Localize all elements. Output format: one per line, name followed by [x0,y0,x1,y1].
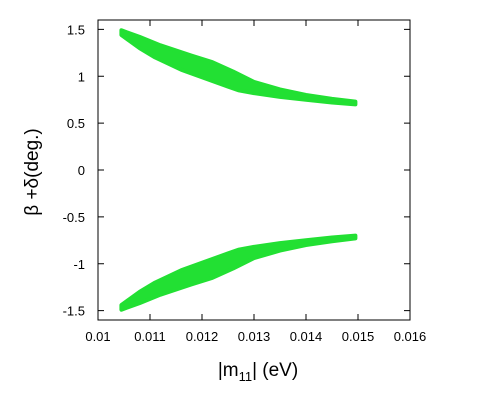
x-tick-label: 0.011 [134,329,166,344]
x-axis-title-sub: 11 [239,369,253,384]
data-band-upper [119,28,358,107]
y-tick-label: 1 [78,69,85,84]
x-tick-label: 0.012 [186,329,219,344]
x-tick-label: 0.014 [290,329,323,344]
data-band-lower [119,233,358,312]
y-tick-label: -0.5 [63,210,85,225]
x-axis-title-pre: |m [218,360,239,381]
y-tick-label: 0 [78,163,85,178]
y-axis-ticks: 1.5 1 0.5 0 -0.5 -1 -1.5 [63,22,410,319]
x-tick-label: 0.016 [394,329,427,344]
x-tick-label: 0.01 [85,329,110,344]
y-tick-label: 0.5 [67,116,85,131]
x-axis-title: |m11| (eV) [218,360,298,384]
x-tick-label: 0.013 [238,329,271,344]
y-tick-label: 1.5 [67,22,85,37]
x-axis-ticks: 0.01 0.011 0.012 0.013 0.014 0.015 0.016 [85,20,426,344]
y-tick-label: -1 [73,257,85,272]
y-tick-label: -1.5 [63,304,85,319]
data-bands [119,28,358,312]
plot-frame [97,19,411,321]
x-tick-label: 0.015 [342,329,375,344]
x-axis-title-post: | (eV) [252,360,298,381]
y-axis-title: β +δ(deg.) [22,128,43,216]
